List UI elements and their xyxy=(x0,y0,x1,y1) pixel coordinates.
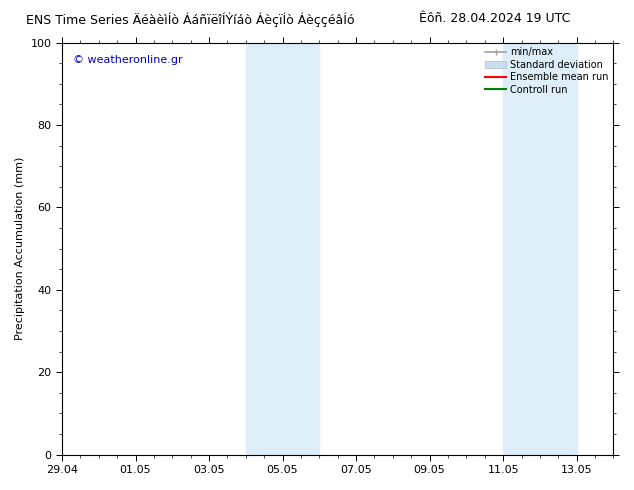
Text: Êôñ. 28.04.2024 19 UTC: Êôñ. 28.04.2024 19 UTC xyxy=(419,12,570,25)
Bar xyxy=(503,43,577,455)
Text: © weatheronline.gr: © weatheronline.gr xyxy=(73,55,183,65)
Text: ENS Time Series ÄéàèìÍò ÁáñïëîÍÝíáò ÁèçïÍò ÁèççéâÍó: ENS Time Series ÄéàèìÍò ÁáñïëîÍÝíáò Áèçï… xyxy=(26,12,354,27)
Legend: min/max, Standard deviation, Ensemble mean run, Controll run: min/max, Standard deviation, Ensemble me… xyxy=(483,46,611,97)
Bar xyxy=(246,43,320,455)
Y-axis label: Precipitation Accumulation (mm): Precipitation Accumulation (mm) xyxy=(15,157,25,340)
